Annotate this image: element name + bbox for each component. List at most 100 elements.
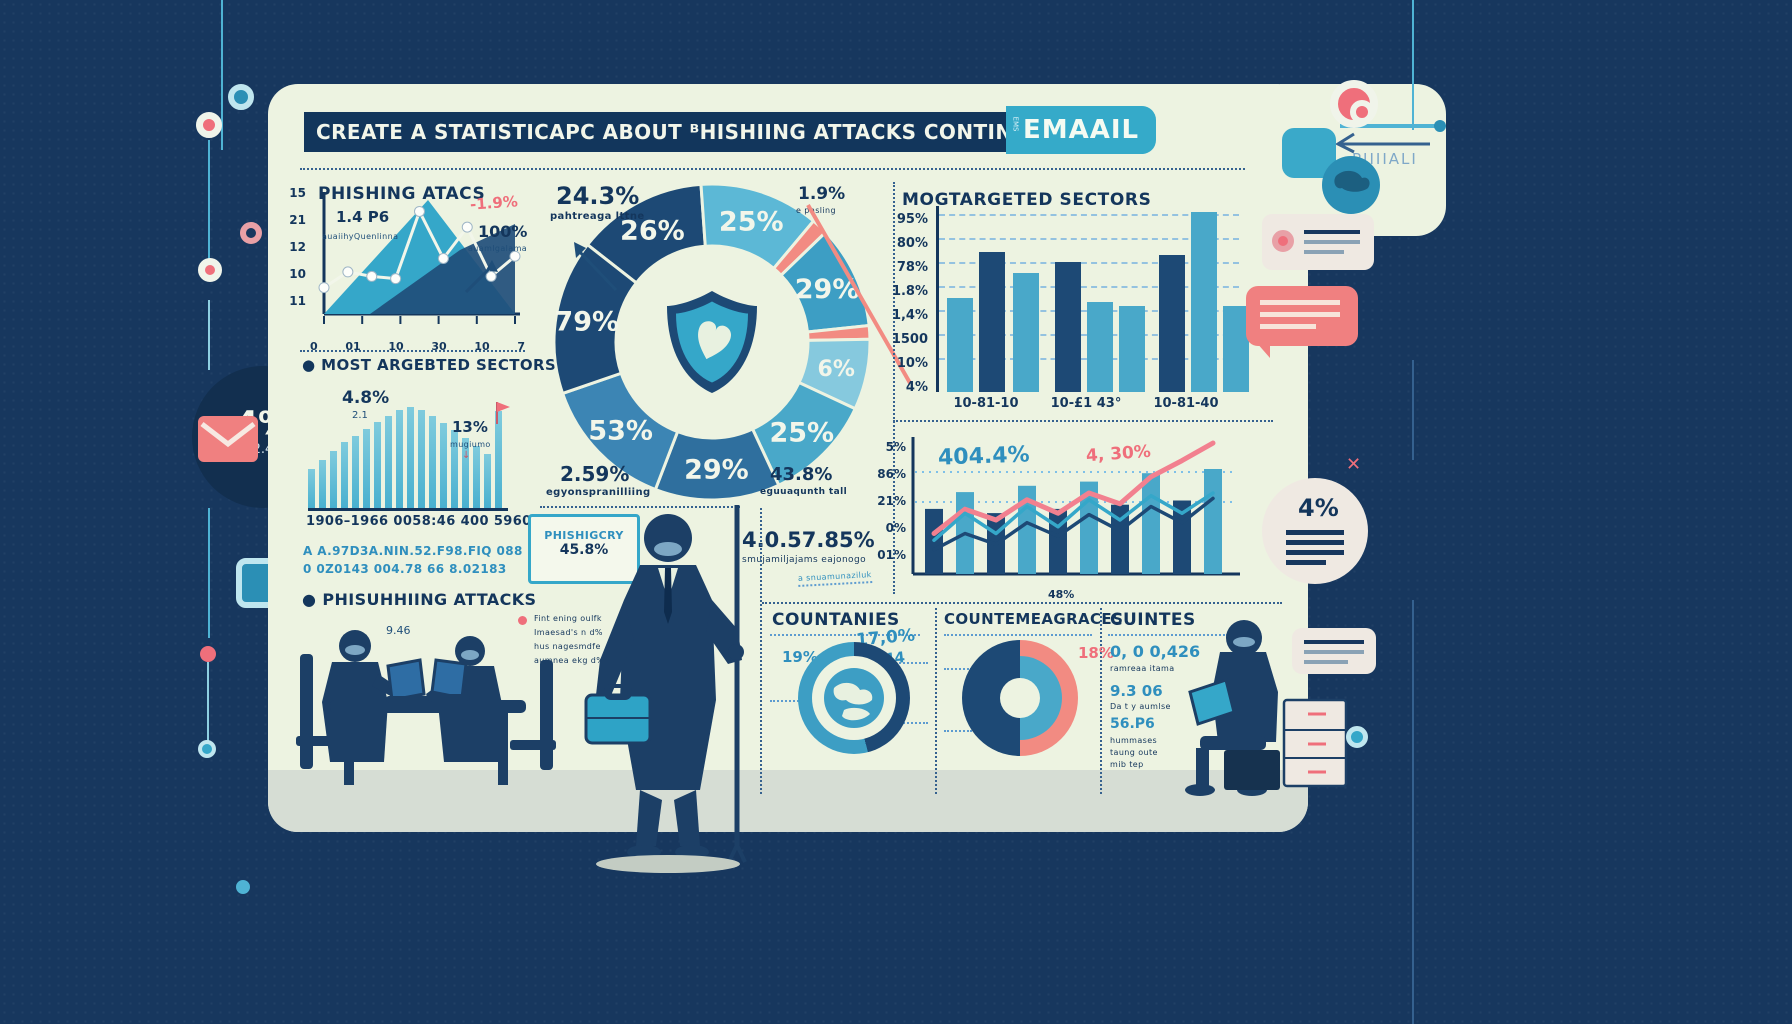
sectors-bars-y-axis: 95% 80% 78% 1.8% 1,4% 1500 10% 4% bbox=[876, 212, 928, 404]
node-dot-pink-icon bbox=[200, 646, 216, 662]
trend-point bbox=[390, 273, 402, 285]
menu-circle-badge: 4% bbox=[1262, 478, 1368, 584]
donut-callout-bottom-left-note: egyonspranilliing bbox=[546, 487, 651, 498]
bullet-icon: ● bbox=[302, 356, 322, 374]
email-badge[interactable]: EMS EMAAIL bbox=[1006, 106, 1156, 154]
mail-icon bbox=[198, 416, 258, 462]
donut-slice-label: 25% bbox=[719, 207, 784, 238]
counties-row1-note: ramreaa itama bbox=[1110, 664, 1175, 673]
donut-callout-bottom-right: 43.8% bbox=[770, 464, 833, 485]
sectors-bars-x-tick: 10-81-10 bbox=[953, 396, 1019, 411]
combo-y-tick: 5% bbox=[885, 440, 906, 454]
trend-point bbox=[461, 221, 473, 233]
dotted-note-line bbox=[944, 668, 972, 670]
combo-bar bbox=[1204, 469, 1222, 574]
mini-bar bbox=[341, 442, 348, 508]
donut-callout-top-left: 24.3% bbox=[556, 182, 640, 210]
trend-annotation-note: auamlgalama bbox=[468, 244, 528, 253]
countries-left-pct: 19% bbox=[782, 648, 818, 666]
trend-x-tick: 01 bbox=[345, 340, 361, 353]
mini-bar bbox=[396, 410, 403, 508]
seated-hackers-illustration bbox=[296, 630, 556, 785]
trend-annotation-big: 100% bbox=[478, 222, 528, 241]
divider-dotted bbox=[300, 168, 1245, 170]
sectors-bars-chart bbox=[936, 206, 1249, 392]
trend-y-axis: 15 21 12 10 11 bbox=[278, 186, 306, 321]
trend-y-tick: 21 bbox=[289, 213, 306, 227]
sectors-bars-y-tick: 1500 bbox=[891, 332, 928, 347]
sectors-bars-x-tick: 10-£1 43° bbox=[1050, 396, 1122, 411]
flag-pct: 13% bbox=[452, 418, 488, 436]
trend-annotation-pct: -1.9% bbox=[469, 192, 519, 214]
combo-x-label: 48% bbox=[1048, 588, 1075, 601]
combo-y-axis: 5% 86% 21% 0% 01% bbox=[872, 440, 906, 575]
sector-bar bbox=[1223, 305, 1249, 392]
countries-header: COUNTANIES bbox=[772, 610, 900, 630]
gridline bbox=[939, 214, 1239, 216]
donut-callout-bottom-right-note: eguuaqunth tall bbox=[760, 487, 848, 497]
phishigcry-box-line2: 45.8% bbox=[559, 542, 609, 558]
trend-y-tick: 15 bbox=[289, 186, 306, 200]
donut-callout-bottom-left: 2.59% bbox=[560, 462, 630, 486]
divider-dotted-vertical bbox=[935, 608, 937, 794]
sector-bar bbox=[947, 298, 973, 392]
donut-slice-label: 53% bbox=[588, 416, 653, 447]
dotted-note-line bbox=[770, 700, 810, 702]
divider-dotted bbox=[893, 420, 1273, 422]
sectors-bars-x-axis: 10-81-10 10-£1 43° 10-81-40 bbox=[936, 396, 1236, 411]
note-line-3: hus nagesmdfe bbox=[534, 642, 601, 651]
page-title: CREATE A STATISTICAPC ABOUT ᴮHISHIING AT… bbox=[316, 120, 1006, 144]
note-card-icon bbox=[1262, 214, 1374, 270]
sector-bar bbox=[1191, 212, 1217, 392]
trend-subtitle: 1.4 P6 bbox=[336, 208, 390, 226]
phishigcry-box: PHISHIGCRY 45.8% bbox=[528, 514, 640, 584]
donut-callout-top-left-note: pahtreaga lttne bbox=[550, 211, 645, 222]
mini-bar bbox=[473, 445, 480, 508]
counties-header: CUINTES bbox=[1110, 610, 1196, 630]
mini-bar bbox=[429, 416, 436, 508]
node-ring-pink-icon bbox=[196, 112, 222, 138]
mini-bar bbox=[352, 435, 359, 508]
sectors-bars-y-tick: 1,4% bbox=[891, 308, 928, 323]
flag-marker-icon bbox=[496, 402, 510, 424]
sectors-bars-y-tick: 1.8% bbox=[891, 284, 928, 299]
combo-line-pink bbox=[931, 440, 1216, 536]
globe-icon bbox=[824, 668, 884, 728]
title-bar: CREATE A STATISTICAPC ABOUT ᴮHISHIING AT… bbox=[304, 112, 1006, 152]
donut-slice-label: 29% bbox=[684, 454, 749, 485]
node-dot-teal-icon bbox=[1346, 726, 1368, 748]
chat-bubble-icon bbox=[1246, 286, 1358, 358]
dotted-note-line bbox=[880, 662, 928, 664]
attack-share-donut-chart: 26% 25%29%6%25%29%53%79% bbox=[552, 182, 872, 502]
code-line-2: 0 0Z0143 004.78 66 8.02183 bbox=[303, 562, 507, 576]
note-dot-pink-icon bbox=[518, 616, 527, 625]
trend-x-axis: 0 01 10 30 10 7 bbox=[310, 340, 525, 353]
combo-bar bbox=[1049, 508, 1067, 574]
trend-y-tick: 10 bbox=[289, 267, 306, 281]
note-line-1: Fint ening oulfk bbox=[534, 614, 602, 623]
countermeasures-pct: 18% bbox=[1078, 644, 1114, 662]
gridline bbox=[939, 286, 1239, 288]
divider-dotted-vertical bbox=[893, 182, 895, 594]
mini-bar bbox=[440, 422, 447, 508]
circuit-line bbox=[207, 662, 209, 742]
circuit-line bbox=[1412, 600, 1414, 1024]
code-line-1: A A.97D3A.NIN.52.F98.FIQ 088 bbox=[303, 544, 523, 558]
left-sectors-bar-chart bbox=[308, 392, 508, 511]
counties-row1: 0, 0 0,426 bbox=[1110, 642, 1201, 661]
left-sectors-stat: 4.8% bbox=[342, 388, 390, 408]
circuit-line bbox=[208, 300, 210, 370]
circuit-line bbox=[221, 0, 223, 150]
bullet-icon: ● bbox=[302, 590, 323, 609]
node-dot-icon bbox=[236, 880, 250, 894]
donut-callout-top-right-note: e phsling bbox=[796, 206, 836, 215]
divider-dotted-vertical bbox=[760, 508, 762, 794]
sector-bar bbox=[1119, 305, 1145, 392]
counties-row2: 9.3 06 bbox=[1110, 682, 1163, 700]
circuit-line bbox=[1412, 0, 1414, 130]
circuit-line bbox=[208, 140, 210, 260]
globe-badge-icon bbox=[1322, 156, 1380, 214]
trend-point bbox=[437, 252, 449, 264]
trend-x-tick: 10 bbox=[474, 340, 490, 353]
